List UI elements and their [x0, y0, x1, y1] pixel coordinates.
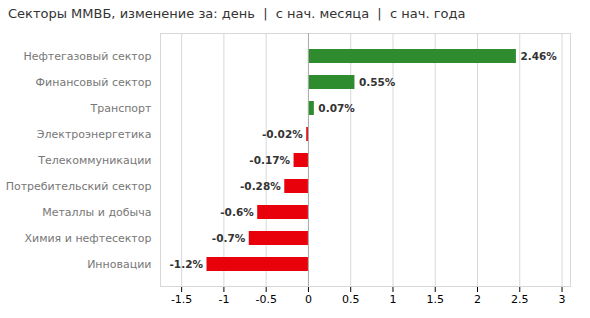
- svg-text:-0.6%: -0.6%: [220, 206, 254, 218]
- svg-text:Химия и нефтесектор: Химия и нефтесектор: [24, 232, 151, 245]
- svg-text:1.5: 1.5: [426, 293, 444, 306]
- svg-text:Инновации: Инновации: [87, 258, 151, 271]
- svg-text:2.46%: 2.46%: [520, 50, 557, 62]
- svg-text:-1.2%: -1.2%: [170, 258, 204, 270]
- svg-text:-0.02%: -0.02%: [262, 128, 303, 140]
- svg-text:1: 1: [389, 293, 396, 306]
- svg-text:Потребительский сектор: Потребительский сектор: [6, 180, 152, 193]
- svg-text:-1: -1: [218, 293, 229, 306]
- svg-text:0.07%: 0.07%: [318, 102, 355, 114]
- svg-text:3: 3: [559, 293, 566, 306]
- svg-text:2.5: 2.5: [511, 293, 529, 306]
- svg-text:-0.7%: -0.7%: [212, 232, 246, 244]
- svg-text:Транспорт: Транспорт: [90, 102, 153, 115]
- svg-text:-0.28%: -0.28%: [240, 180, 281, 192]
- svg-text:2: 2: [474, 293, 481, 306]
- svg-text:-0.17%: -0.17%: [249, 154, 290, 166]
- svg-text:Телекоммуникации: Телекоммуникации: [37, 154, 151, 167]
- svg-text:-1.5: -1.5: [171, 293, 192, 306]
- svg-text:0: 0: [305, 293, 312, 306]
- svg-text:-0.5: -0.5: [255, 293, 276, 306]
- svg-text:Металлы и добыча: Металлы и добыча: [42, 206, 151, 219]
- svg-text:0.55%: 0.55%: [359, 76, 396, 88]
- svg-text:Электроэнергетика: Электроэнергетика: [37, 128, 152, 141]
- html-text:Секторы ММВБ, изменение за: де: Секторы ММВБ, изменение за: день | с нач…: [8, 6, 466, 21]
- svg-text:Финансовый сектор: Финансовый сектор: [36, 76, 152, 89]
- svg-text:0.5: 0.5: [342, 293, 360, 306]
- svg-text:Нефтегазовый сектор: Нефтегазовый сектор: [23, 50, 151, 63]
